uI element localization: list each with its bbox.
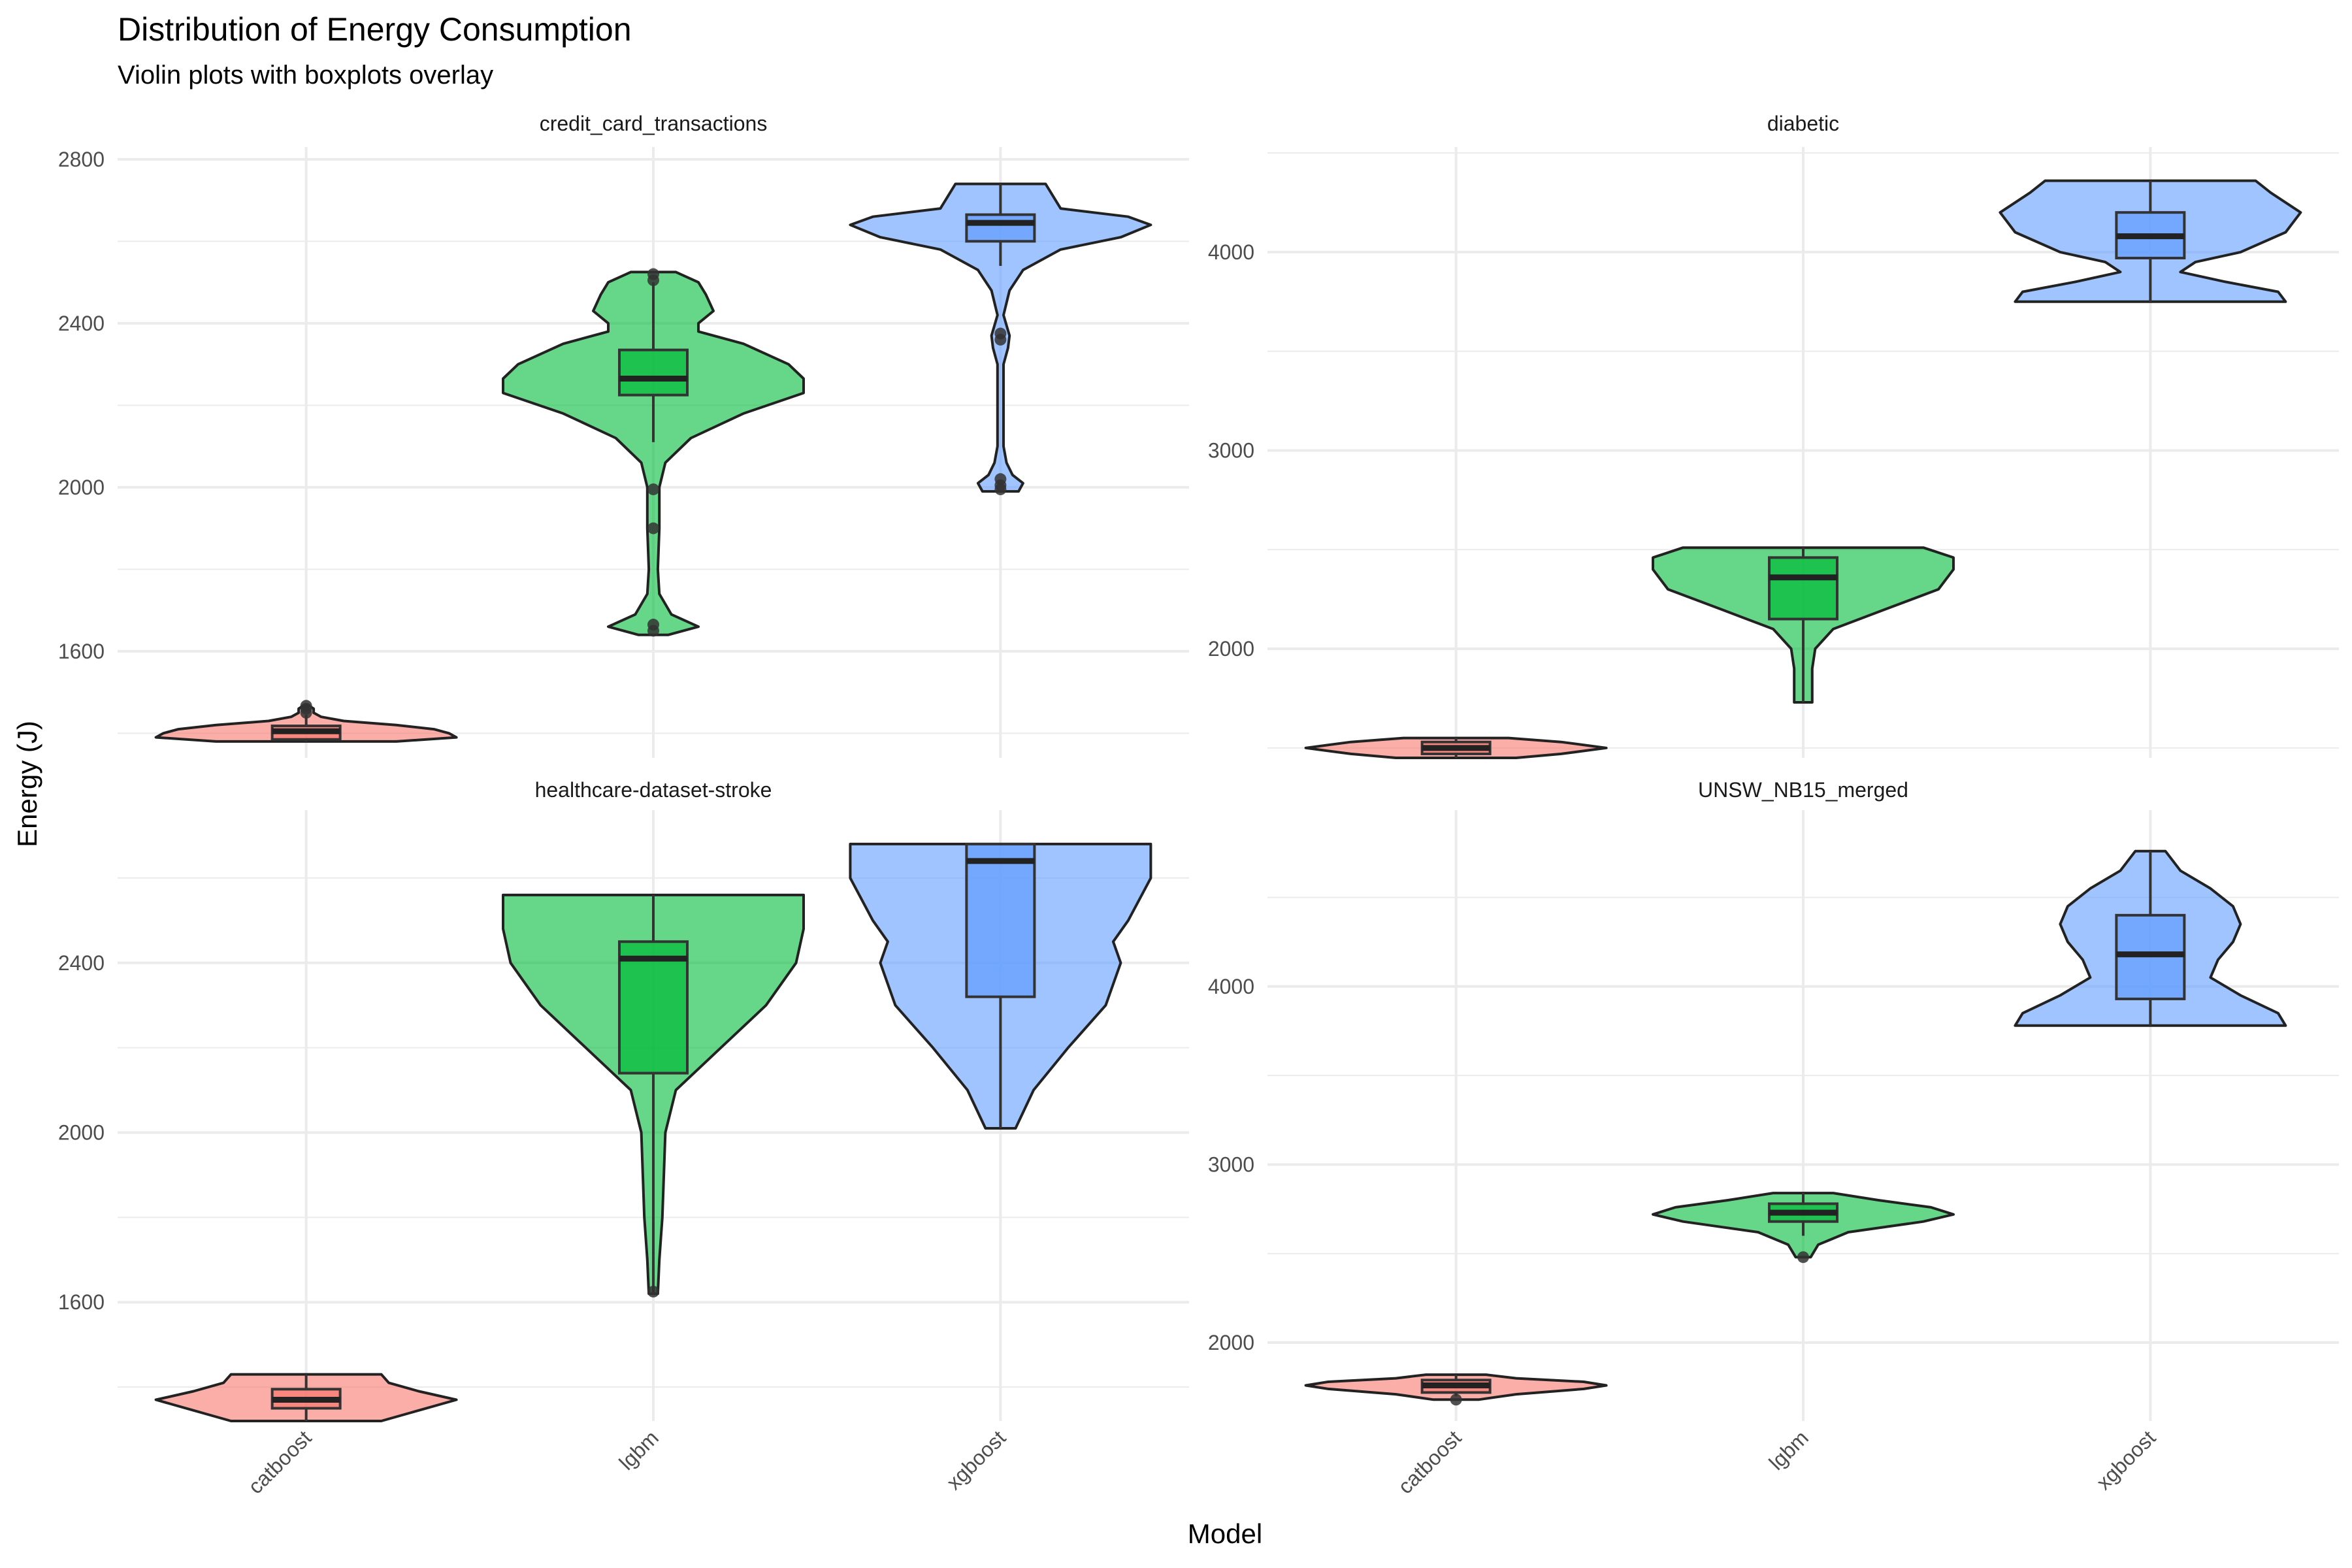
outlier-point bbox=[647, 268, 659, 280]
panel-diabetic: diabetic 2000 3000 4000 bbox=[1208, 112, 2339, 759]
y-tick-label: 2400 bbox=[58, 312, 105, 335]
chart-subtitle: Violin plots with boxplots overlay bbox=[118, 61, 493, 90]
violin-group-lgbm bbox=[502, 268, 805, 637]
panel-UNSW_NB15_merged: UNSW_NB15_merged 2000 3000 4000 catboost lgbm… bbox=[1208, 778, 2339, 1498]
violin-group-xgboost bbox=[1999, 179, 2302, 303]
x-tick-label: lgbm bbox=[1764, 1426, 1813, 1475]
violin-group-catboost bbox=[1304, 1373, 1608, 1406]
y-tick-label: 2000 bbox=[1208, 637, 1254, 661]
y-tick-label: 2000 bbox=[58, 1120, 105, 1144]
panel-strip-label: diabetic bbox=[1767, 112, 1839, 135]
violin-group-lgbm bbox=[1652, 1192, 1955, 1264]
panel-healthcare-dataset-stroke: healthcare-dataset-stroke 1600 2000 2400 cat… bbox=[58, 778, 1189, 1498]
y-axis-title: Energy (J) bbox=[12, 721, 42, 847]
violin-group-xgboost bbox=[2014, 849, 2287, 1027]
violin-group-catboost bbox=[1304, 736, 1608, 759]
y-tick-label: 2800 bbox=[58, 148, 105, 171]
x-tick-label: catboost bbox=[244, 1426, 316, 1498]
y-tick-label: 2000 bbox=[1208, 1331, 1254, 1354]
violin-group-catboost bbox=[154, 700, 458, 743]
panels: credit_card_transactions 1600 2000 2400 2800… bbox=[58, 112, 2339, 1498]
x-tick-label: xgboost bbox=[2092, 1426, 2161, 1494]
box bbox=[965, 842, 1036, 998]
violin-group-lgbm bbox=[1652, 546, 1955, 704]
outlier-point bbox=[647, 483, 659, 495]
violin-shape bbox=[502, 270, 805, 636]
y-tick-label: 4000 bbox=[1208, 975, 1254, 998]
outlier-point bbox=[647, 619, 659, 631]
x-tick-label: xgboost bbox=[942, 1426, 1011, 1494]
x-axis-title: Model bbox=[1188, 1518, 1262, 1549]
violin-group-lgbm bbox=[502, 893, 805, 1298]
box bbox=[618, 348, 689, 397]
violin-group-xgboost bbox=[849, 182, 1152, 495]
y-tick-label: 3000 bbox=[1208, 438, 1254, 462]
y-tick-label: 2400 bbox=[58, 951, 105, 975]
x-tick-label: catboost bbox=[1394, 1426, 1466, 1498]
y-tick-label: 1600 bbox=[58, 1290, 105, 1314]
outlier-point bbox=[647, 522, 659, 534]
outlier-point bbox=[1450, 1394, 1462, 1406]
y-tick-label: 1600 bbox=[58, 640, 105, 663]
x-tick-label: lgbm bbox=[614, 1426, 663, 1475]
panel-strip-label: credit_card_transactions bbox=[540, 112, 768, 135]
box bbox=[1768, 556, 1838, 621]
box bbox=[965, 213, 1036, 243]
box bbox=[618, 940, 689, 1075]
panel-credit_card_transactions: credit_card_transactions 1600 2000 2400 2800 bbox=[58, 112, 1189, 758]
outlier-point bbox=[994, 473, 1007, 485]
outlier-point bbox=[994, 327, 1007, 340]
y-tick-label: 2000 bbox=[58, 476, 105, 499]
panel-strip-label: healthcare-dataset-stroke bbox=[535, 778, 772, 802]
outlier-point bbox=[1797, 1251, 1809, 1264]
violin-group-catboost bbox=[154, 1373, 458, 1422]
outlier-point bbox=[300, 700, 312, 712]
y-tick-label: 3000 bbox=[1208, 1152, 1254, 1176]
panel-strip-label: UNSW_NB15_merged bbox=[1698, 778, 1908, 802]
outlier-point bbox=[647, 1285, 659, 1298]
y-tick-label: 4000 bbox=[1208, 240, 1254, 264]
violin-group-xgboost bbox=[849, 842, 1152, 1130]
chart-title: Distribution of Energy Consumption bbox=[118, 11, 632, 48]
